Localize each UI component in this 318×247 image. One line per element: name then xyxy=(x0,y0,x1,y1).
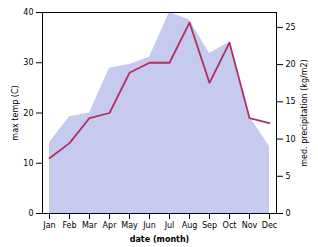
svg-text:20: 20 xyxy=(23,109,33,118)
svg-text:0: 0 xyxy=(28,209,33,218)
svg-text:Mar: Mar xyxy=(82,221,98,230)
svg-text:10: 10 xyxy=(286,135,296,144)
svg-text:40: 40 xyxy=(23,8,33,17)
svg-text:Apr: Apr xyxy=(103,221,118,230)
svg-text:15: 15 xyxy=(286,97,296,106)
svg-text:Dec: Dec xyxy=(262,221,277,230)
svg-text:30: 30 xyxy=(23,58,33,67)
svg-text:max temp (C): max temp (C) xyxy=(11,85,20,140)
svg-text:10: 10 xyxy=(23,159,33,168)
svg-text:May: May xyxy=(121,221,138,230)
svg-text:Jun: Jun xyxy=(142,221,156,230)
svg-text:25: 25 xyxy=(286,23,296,32)
svg-text:5: 5 xyxy=(286,172,291,181)
svg-text:Feb: Feb xyxy=(62,221,76,230)
svg-text:Oct: Oct xyxy=(223,221,237,230)
svg-text:date (month): date (month) xyxy=(130,235,190,244)
svg-text:med. precipitation (kg/m2): med. precipitation (kg/m2) xyxy=(300,59,309,166)
svg-text:Sep: Sep xyxy=(202,221,217,230)
svg-text:Jan: Jan xyxy=(42,221,55,230)
svg-text:0: 0 xyxy=(286,209,291,218)
svg-text:20: 20 xyxy=(286,60,296,69)
svg-text:Aug: Aug xyxy=(182,221,198,230)
svg-text:Jul: Jul xyxy=(164,221,175,230)
svg-text:Nov: Nov xyxy=(242,221,258,230)
